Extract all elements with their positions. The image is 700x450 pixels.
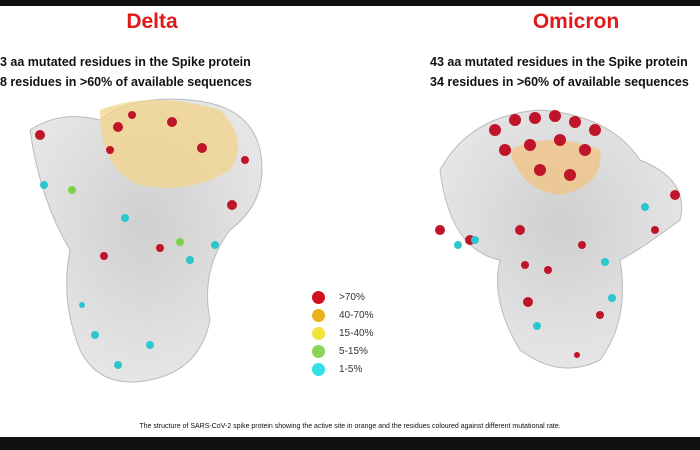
caption: The structure of SARS-CoV-2 spike protei…	[139, 423, 561, 430]
legend-item: >70%	[312, 288, 373, 306]
legend: >70% 40-70% 15-40% 5-15% 1-5%	[312, 288, 373, 378]
omicron-subtitle: 43 aa mutated residues in the Spike prot…	[430, 55, 688, 69]
delta-title: Delta	[126, 10, 178, 33]
omicron-subtitle: 34 residues in >60% of available sequenc…	[430, 75, 689, 89]
delta-subtitle: 3 aa mutated residues in the Spike prote…	[0, 55, 251, 69]
omicron-protein	[435, 109, 683, 369]
legend-swatch	[312, 344, 325, 358]
delta-protein	[29, 98, 263, 383]
legend-item: 40-70%	[312, 306, 373, 324]
legend-item: 5-15%	[312, 342, 373, 360]
legend-label: 40-70%	[339, 309, 374, 321]
legend-item: 15-40%	[312, 324, 373, 342]
legend-swatch	[312, 290, 325, 304]
omicron-title: Omicron	[532, 10, 620, 33]
legend-swatch	[312, 362, 325, 376]
legend-swatch	[312, 326, 325, 340]
delta-subtitle: 8 residues in >60% of available sequence…	[0, 75, 252, 89]
legend-item: 1-5%	[312, 360, 373, 378]
bottom-bar	[0, 437, 700, 450]
legend-label: >70%	[339, 291, 365, 303]
legend-label: 5-15%	[339, 345, 368, 357]
legend-label: 1-5%	[339, 363, 363, 375]
top-bar	[0, 0, 700, 6]
legend-label: 15-40%	[339, 327, 374, 339]
legend-swatch	[312, 308, 325, 322]
